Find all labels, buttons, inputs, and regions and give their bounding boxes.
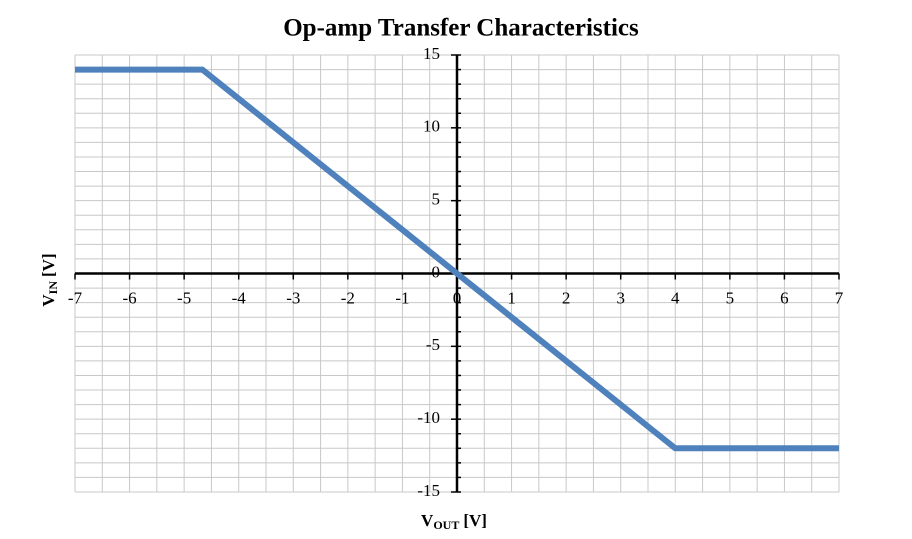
x-tick-label: 1 <box>507 288 516 307</box>
x-tick-label: 4 <box>671 288 680 307</box>
y-tick-label: 15 <box>423 44 440 63</box>
x-tick-label: 6 <box>780 288 789 307</box>
x-label-sub: OUT <box>433 518 459 532</box>
x-tick-label: -2 <box>341 288 355 307</box>
x-tick-label: -5 <box>177 288 191 307</box>
x-tick-label: -6 <box>122 288 136 307</box>
x-label-main: V <box>421 511 434 530</box>
x-tick-label: 3 <box>616 288 625 307</box>
x-tick-label: 2 <box>562 288 571 307</box>
x-tick-label: 5 <box>726 288 735 307</box>
x-axis-label: VOUT [V] <box>421 511 487 532</box>
y-tick-label: -10 <box>417 408 440 427</box>
x-tick-label: 0 <box>453 288 462 307</box>
x-tick-label: -1 <box>395 288 409 307</box>
y-tick-label: -15 <box>417 481 440 500</box>
y-tick-label: 5 <box>432 190 441 209</box>
x-tick-label: -3 <box>286 288 300 307</box>
x-tick-label: -7 <box>68 288 83 307</box>
y-axis-label: VIN [V] <box>39 253 60 306</box>
x-label-unit: [V] <box>463 511 487 530</box>
line-series <box>75 66 839 452</box>
y-tick-label: 0 <box>432 262 441 281</box>
y-label-unit: [V] <box>39 253 58 277</box>
y-tick-label: -5 <box>426 335 440 354</box>
x-tick-label: -4 <box>232 288 247 307</box>
chart-title: Op-amp Transfer Characteristics <box>283 15 639 42</box>
y-label-sub: IN <box>46 281 60 295</box>
y-tick-label: 10 <box>423 117 440 136</box>
y-label-main: V <box>39 294 58 307</box>
x-tick-label: 7 <box>835 288 844 307</box>
